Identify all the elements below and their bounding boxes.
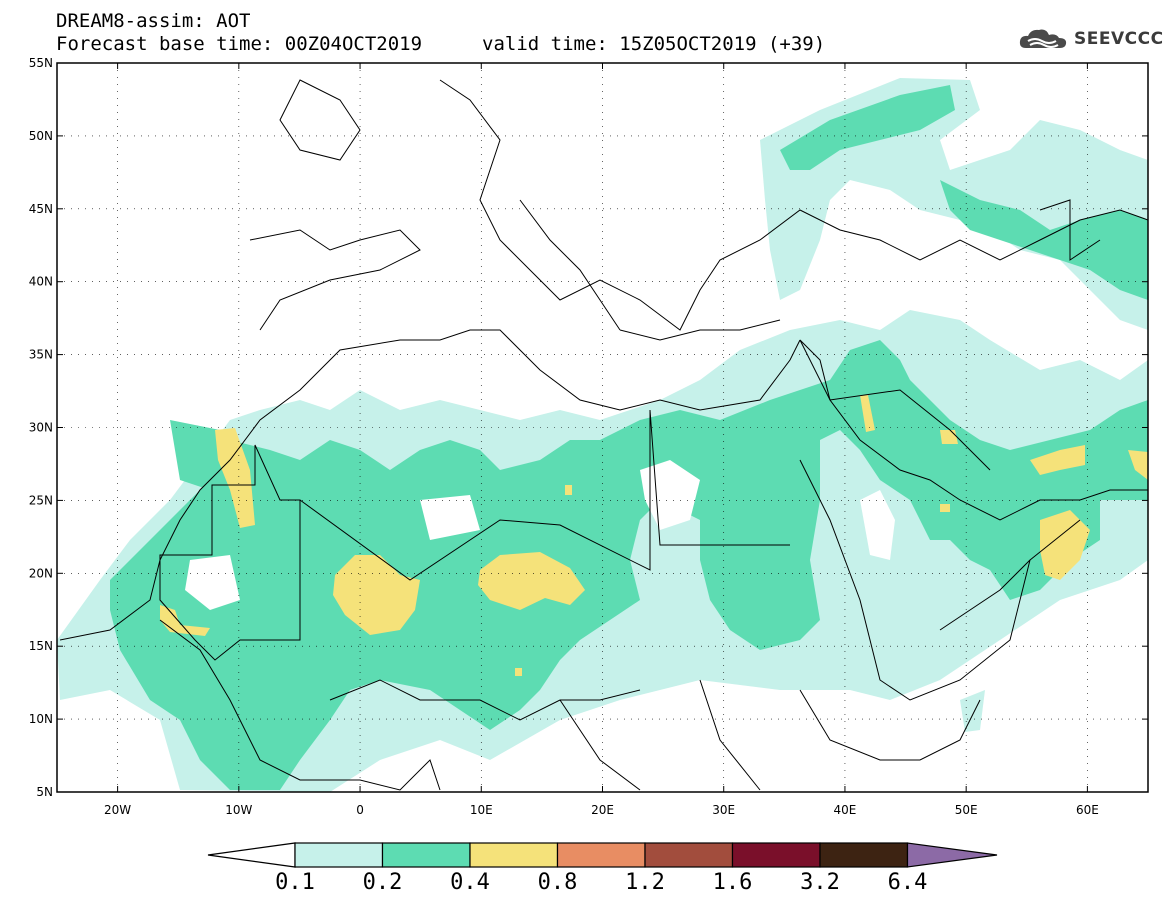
- logo-text: SEEVCCC: [1074, 29, 1164, 49]
- axis-ticks: 55N 50N 45N 40N 35N 30N 25N 20N 15N 10N 5N 20W 10W 0 1…: [29, 56, 1148, 817]
- lon-tick-label: 10E: [470, 803, 493, 817]
- colorbar-arrow-low: [207, 842, 296, 868]
- map-title: DREAM8-assim: AOT: [56, 10, 251, 32]
- lat-tick-label: 50N: [29, 129, 53, 143]
- lat-tick-label: 25N: [29, 493, 53, 507]
- coastlines-and-borders: [59, 79, 1148, 791]
- lat-tick-label: 45N: [29, 202, 53, 216]
- colorbar-arrow-high: [906, 842, 998, 868]
- colorbar-level-label: 3.2: [800, 870, 840, 895]
- colorbar-swatch: [731, 842, 821, 868]
- colorbar-level-label: 1.2: [625, 870, 665, 895]
- lon-tick-label: 40E: [834, 803, 857, 817]
- aot-band-0.2-0.4: [110, 85, 1148, 790]
- colorbar-swatch: [381, 842, 471, 868]
- lat-tick-label: 10N: [29, 712, 53, 726]
- lon-tick-label: 60E: [1076, 803, 1099, 817]
- lat-tick-label: 30N: [29, 421, 53, 435]
- lon-tick-label: 30E: [712, 803, 735, 817]
- colorbar-swatch: [469, 842, 559, 868]
- forecast-base-time: Forecast base time: 00Z04OCT2019: [56, 33, 423, 55]
- colorbar-swatch: [644, 842, 734, 868]
- graticule: [57, 63, 1148, 792]
- colorbar: 0.1 0.2 0.4 0.8 1.2 1.6 3.2 6.4: [207, 842, 998, 895]
- lat-tick-label: 15N: [29, 639, 53, 653]
- lat-tick-label: 20N: [29, 566, 53, 580]
- lon-tick-label: 20W: [104, 803, 131, 817]
- lat-tick-label: 55N: [29, 56, 53, 70]
- colorbar-level-label: 0.8: [538, 870, 578, 895]
- lon-tick-label: 20E: [591, 803, 614, 817]
- cloud-logo-icon: [1019, 29, 1067, 48]
- valid-time: valid time: 15Z05OCT2019 (+39): [482, 33, 826, 55]
- colorbar-level-label: 0.1: [275, 870, 315, 895]
- lat-tick-label: 35N: [29, 348, 53, 362]
- colorbar-level-label: 0.4: [450, 870, 490, 895]
- colorbar-swatch: [556, 842, 646, 868]
- lat-tick-label: 40N: [29, 275, 53, 289]
- colorbar-level-label: 6.4: [888, 870, 928, 895]
- seevccc-logo: SEEVCCC: [1018, 26, 1164, 52]
- colorbar-level-label: 0.2: [363, 870, 403, 895]
- lon-tick-label: 50E: [955, 803, 978, 817]
- lon-tick-label: 0: [356, 803, 364, 817]
- lon-tick-label: 10W: [225, 803, 252, 817]
- colorbar-level-label: 1.6: [713, 870, 753, 895]
- colorbar-swatch: [819, 842, 909, 868]
- colorbar-swatch: [294, 842, 384, 868]
- aot-band-0.4-0.8: [160, 395, 1148, 676]
- lat-tick-label: 5N: [36, 785, 53, 799]
- aot-contour-fields: [57, 78, 1148, 792]
